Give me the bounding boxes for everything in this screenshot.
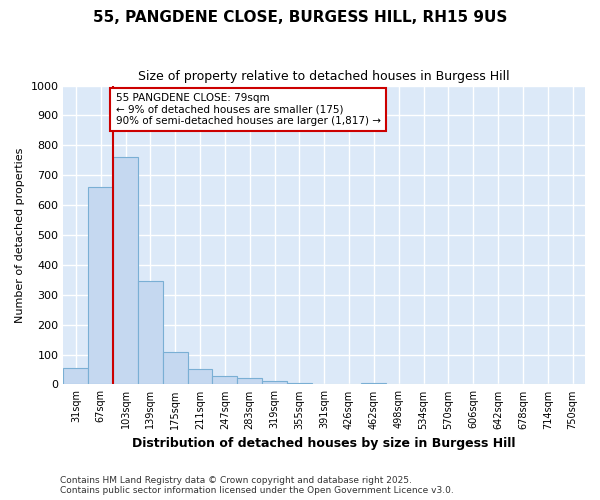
Y-axis label: Number of detached properties: Number of detached properties — [15, 148, 25, 322]
Bar — [287, 383, 312, 384]
Bar — [138, 282, 163, 385]
Title: Size of property relative to detached houses in Burgess Hill: Size of property relative to detached ho… — [139, 70, 510, 83]
Bar — [88, 187, 113, 384]
Bar — [188, 370, 212, 384]
Bar — [237, 378, 262, 384]
Bar — [64, 368, 88, 384]
Text: 55, PANGDENE CLOSE, BURGESS HILL, RH15 9US: 55, PANGDENE CLOSE, BURGESS HILL, RH15 9… — [93, 10, 507, 25]
Text: Contains HM Land Registry data © Crown copyright and database right 2025.
Contai: Contains HM Land Registry data © Crown c… — [60, 476, 454, 495]
Bar — [361, 383, 386, 384]
Bar — [212, 376, 237, 384]
Text: 55 PANGDENE CLOSE: 79sqm
← 9% of detached houses are smaller (175)
90% of semi-d: 55 PANGDENE CLOSE: 79sqm ← 9% of detache… — [116, 93, 380, 126]
Bar — [262, 380, 287, 384]
Bar — [163, 352, 188, 384]
X-axis label: Distribution of detached houses by size in Burgess Hill: Distribution of detached houses by size … — [133, 437, 516, 450]
Bar — [113, 158, 138, 384]
